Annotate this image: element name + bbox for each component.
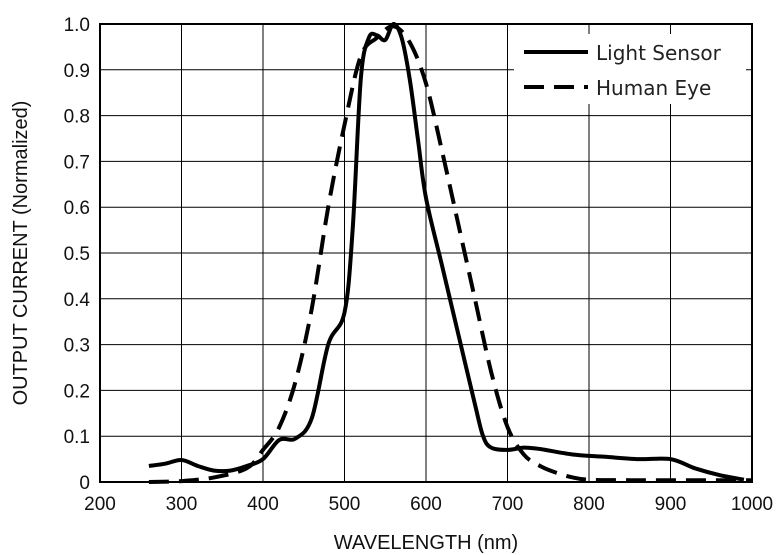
x-tick-label: 1000 [731, 494, 773, 515]
y-tick-label: 0.6 [64, 198, 90, 219]
y-tick-label: 0.4 [64, 290, 91, 311]
y-tick-label: 0.9 [64, 61, 90, 82]
x-tick-label: 200 [84, 494, 116, 515]
x-tick-label: 900 [655, 494, 687, 515]
y-tick-label: 0.1 [64, 427, 90, 448]
y-tick-labels: 0 0.1 0.2 0.3 0.4 0.5 0.6 0.7 0.8 0.9 1.0 [64, 15, 91, 494]
y-tick-label: 0.8 [64, 107, 90, 128]
legend-box [514, 34, 746, 104]
series-lines [148, 22, 752, 484]
y-tick-label: 0.5 [64, 244, 90, 265]
y-tick-label: 0.3 [64, 336, 90, 357]
y-axis-label: OUTPUT CURRENT (Normalized) [10, 101, 32, 406]
legend: Light Sensor Human Eye [514, 34, 746, 104]
x-tick-label: 400 [247, 494, 279, 515]
x-tick-label: 800 [573, 494, 605, 515]
legend-label-human-eye: Human Eye [596, 76, 711, 100]
x-tick-label: 300 [166, 494, 198, 515]
x-tick-label: 700 [492, 494, 524, 515]
legend-label-light-sensor: Light Sensor [596, 41, 722, 65]
x-tick-label: 500 [329, 494, 361, 515]
plot-frame [99, 23, 753, 483]
y-tick-label: 0.7 [64, 152, 90, 173]
series-line-human-eye [148, 24, 752, 484]
x-tick-label: 600 [410, 494, 442, 515]
y-tick-label: 0.2 [64, 381, 90, 402]
x-axis-label: WAVELENGTH (nm) [334, 532, 518, 554]
x-tick-labels: 200 300 400 500 600 700 800 900 1000 [84, 494, 773, 515]
y-tick-label: 0 [79, 473, 90, 494]
y-tick-label: 1.0 [64, 15, 90, 36]
